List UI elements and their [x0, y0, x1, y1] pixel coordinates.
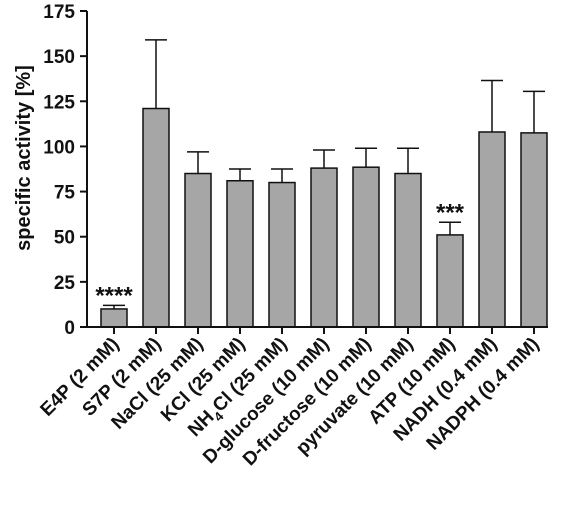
- bar: [310, 167, 338, 328]
- x-axis: E4P (2 mM)S7P (2 mM)NaCl (25 mM)KCl (25 …: [37, 326, 548, 470]
- y-tick-label: 100: [43, 137, 75, 158]
- bars: [100, 107, 548, 328]
- bar: [100, 308, 128, 328]
- bar: [226, 179, 254, 328]
- bar: [268, 181, 296, 328]
- y-tick-label: 75: [54, 183, 76, 204]
- y-tick-label: 25: [54, 273, 76, 294]
- bar: [394, 172, 422, 328]
- error-bars: [103, 39, 545, 309]
- bar: [142, 107, 170, 328]
- y-tick-label: 175: [43, 2, 75, 23]
- bar: [520, 132, 548, 328]
- y-tick-label: 50: [54, 228, 75, 249]
- y-tick-label: 150: [43, 47, 75, 68]
- bar: [478, 131, 506, 328]
- significance-marker: ****: [95, 282, 133, 309]
- significance-marker: ***: [436, 199, 465, 226]
- y-tick-label: 0: [64, 318, 75, 339]
- y-tick-label: 125: [43, 92, 75, 113]
- y-axis: 0 25 50 75 100 125 150 175: [43, 2, 88, 339]
- bar: [352, 166, 380, 328]
- bar: [436, 234, 464, 328]
- bar: [184, 172, 212, 328]
- y-axis-title: specific activity [%]: [13, 65, 35, 251]
- significance-annotations: *******: [95, 199, 464, 309]
